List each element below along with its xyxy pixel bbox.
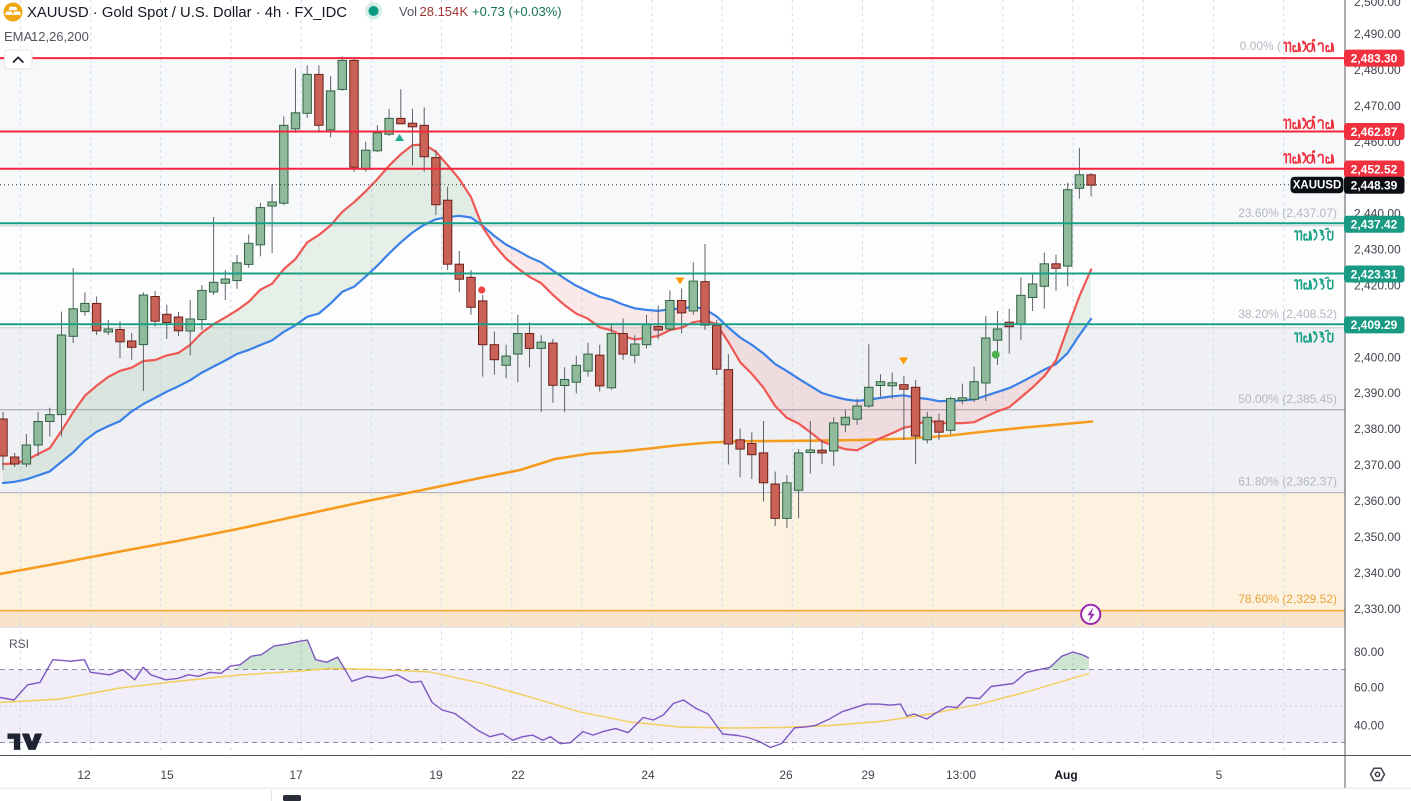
svg-text:2,330.00: 2,330.00 [1354, 602, 1401, 616]
svg-text:22: 22 [511, 768, 525, 782]
svg-text:78.60% (2,329.52): 78.60% (2,329.52) [1238, 592, 1337, 606]
svg-text:2,430.00: 2,430.00 [1354, 243, 1401, 257]
svg-text:2,390.00: 2,390.00 [1354, 386, 1401, 400]
svg-text:EMA: EMA [4, 29, 33, 44]
svg-text:XAUUSD · Gold Spot / U.S. Doll: XAUUSD · Gold Spot / U.S. Dollar · 4h · … [27, 4, 347, 21]
svg-text:2,370.00: 2,370.00 [1354, 458, 1401, 472]
svg-text:80.00: 80.00 [1354, 645, 1384, 659]
svg-text:2,470.00: 2,470.00 [1354, 99, 1401, 113]
svg-text:+0.73 (+0.03%): +0.73 (+0.03%) [472, 4, 562, 19]
svg-text:2,380.00: 2,380.00 [1354, 422, 1401, 436]
svg-text:60.00: 60.00 [1354, 681, 1384, 695]
svg-text:26: 26 [779, 768, 793, 782]
svg-text:12,26,200: 12,26,200 [31, 29, 89, 44]
svg-text:61.80% (2,362.37): 61.80% (2,362.37) [1238, 475, 1337, 489]
svg-text:RSI: RSI [9, 637, 29, 651]
svg-text:2,400.00: 2,400.00 [1354, 350, 1401, 364]
svg-text:17: 17 [289, 768, 303, 782]
svg-text:2,360.00: 2,360.00 [1354, 494, 1401, 508]
svg-text:40.00: 40.00 [1354, 718, 1384, 732]
svg-text:0.00% (: 0.00% ( [1240, 39, 1281, 53]
svg-text:38.20% (2,408.52): 38.20% (2,408.52) [1238, 307, 1337, 321]
svg-text:29: 29 [861, 768, 875, 782]
svg-text:XAUUSD: XAUUSD [1293, 180, 1342, 192]
svg-text:2,462.87: 2,462.87 [1351, 125, 1398, 139]
svg-text:2,483.30: 2,483.30 [1351, 51, 1398, 65]
svg-text:2,448.39: 2,448.39 [1351, 179, 1398, 193]
svg-text:19: 19 [429, 768, 443, 782]
svg-text:28.154: 28.154 [420, 4, 460, 19]
svg-text:24: 24 [641, 768, 655, 782]
svg-text:Aug: Aug [1054, 768, 1077, 782]
svg-text:12: 12 [77, 768, 91, 782]
svg-text:13:00: 13:00 [946, 768, 976, 782]
svg-text:15: 15 [160, 768, 174, 782]
svg-text:2,452.52: 2,452.52 [1351, 162, 1398, 176]
svg-text:2,490.00: 2,490.00 [1354, 27, 1401, 41]
svg-text:K: K [460, 4, 469, 19]
svg-text:50.00% (2,385.45): 50.00% (2,385.45) [1238, 392, 1337, 406]
svg-text:5: 5 [1216, 768, 1223, 782]
svg-text:2,340.00: 2,340.00 [1354, 566, 1401, 580]
svg-text:Vol: Vol [399, 4, 417, 19]
svg-text:2,423.31: 2,423.31 [1351, 267, 1398, 281]
svg-text:2,409.29: 2,409.29 [1351, 318, 1398, 332]
svg-text:23.60% (2,437.07): 23.60% (2,437.07) [1238, 206, 1337, 220]
svg-text:2,437.42: 2,437.42 [1351, 218, 1398, 232]
svg-text:2,500.00: 2,500.00 [1354, 0, 1401, 9]
svg-text:2,350.00: 2,350.00 [1354, 530, 1401, 544]
